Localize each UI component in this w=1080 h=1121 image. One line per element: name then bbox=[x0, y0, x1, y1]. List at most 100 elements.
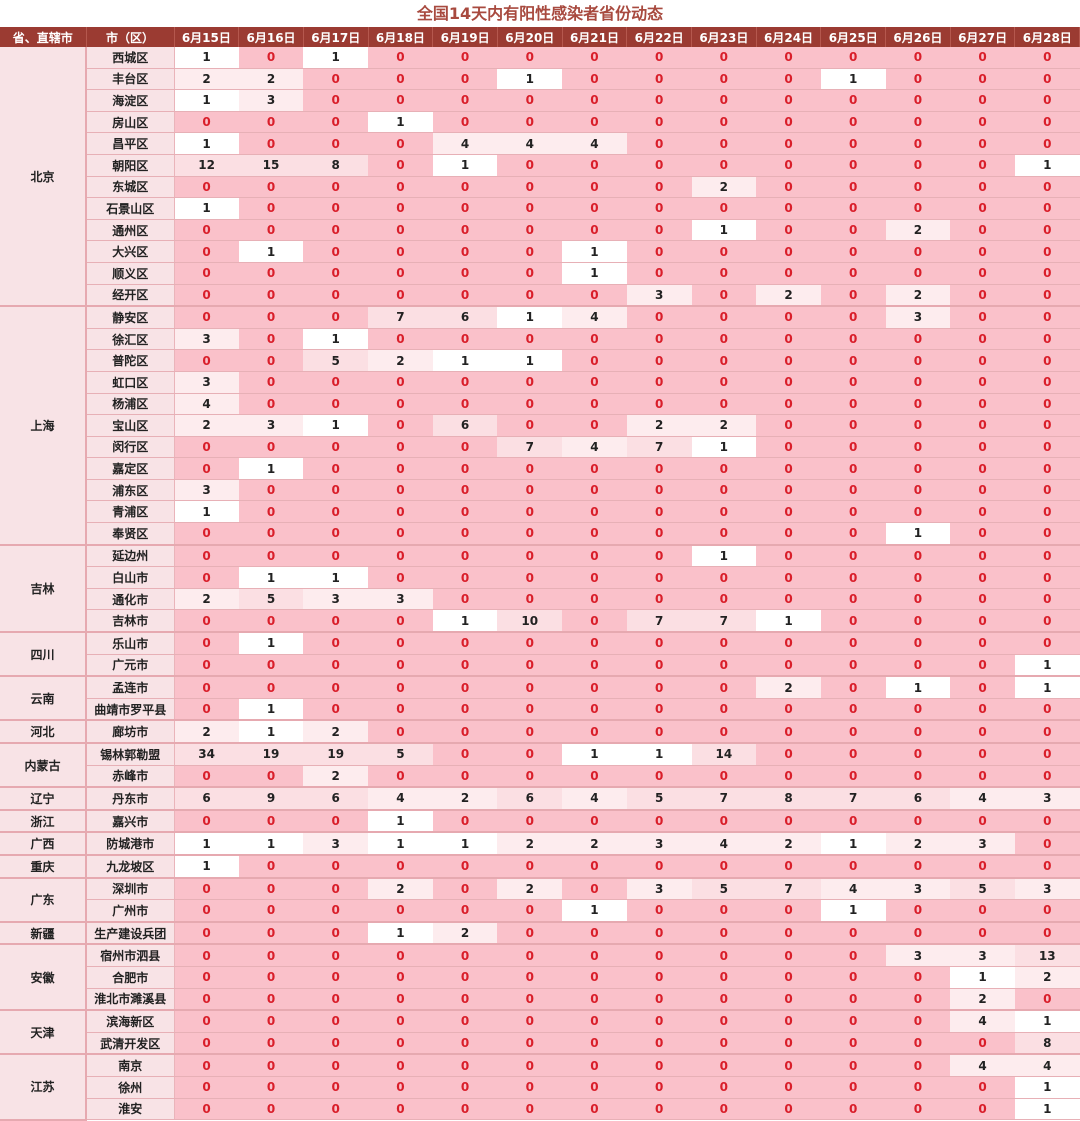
value-cell: 0 bbox=[497, 284, 563, 307]
value-cell: 0 bbox=[562, 1053, 627, 1077]
value-cell: 0 bbox=[368, 654, 433, 677]
value-cell: 0 bbox=[626, 500, 692, 524]
value-cell: 0 bbox=[238, 219, 304, 242]
city-cell: 广元市 bbox=[86, 654, 175, 677]
value-cell: 0 bbox=[626, 698, 692, 721]
value-cell: 0 bbox=[885, 371, 951, 394]
value-cell: 0 bbox=[691, 197, 757, 220]
value-cell: 0 bbox=[497, 719, 563, 744]
value-cell: 0 bbox=[885, 328, 951, 351]
value-cell: 2 bbox=[950, 988, 1015, 1011]
value-cell: 0 bbox=[885, 966, 951, 989]
value-cell: 0 bbox=[885, 631, 951, 655]
city-cell: 宝山区 bbox=[86, 414, 175, 437]
value-cell: 0 bbox=[238, 1053, 304, 1077]
value-cell: 7 bbox=[497, 436, 563, 459]
value-cell: 0 bbox=[562, 675, 627, 699]
value-cell: 0 bbox=[238, 1009, 304, 1033]
value-cell: 0 bbox=[303, 305, 369, 329]
value-cell: 1 bbox=[562, 899, 627, 923]
value-cell: 0 bbox=[1014, 808, 1080, 833]
value-cell: 0 bbox=[691, 808, 757, 833]
value-cell: 0 bbox=[820, 719, 886, 744]
value-cell: 0 bbox=[368, 719, 433, 744]
value-cell: 0 bbox=[626, 393, 692, 416]
value-cell: 0 bbox=[885, 698, 951, 721]
value-cell: 0 bbox=[238, 899, 304, 923]
value-cell: 0 bbox=[303, 609, 369, 633]
value-cell: 0 bbox=[820, 500, 886, 524]
value-cell: 5 bbox=[238, 588, 304, 611]
value-cell: 0 bbox=[756, 111, 821, 134]
value-cell: 0 bbox=[562, 479, 627, 502]
value-cell: 0 bbox=[432, 853, 498, 879]
value-cell: 0 bbox=[238, 393, 304, 416]
value-cell: 0 bbox=[368, 328, 433, 351]
value-cell: 0 bbox=[497, 219, 563, 242]
table-row: 吉林市 0 0 0 0 1 10 0 7 7 1 0 0 0 0 bbox=[0, 609, 1080, 633]
value-cell: 0 bbox=[950, 698, 1015, 721]
value-cell: 19 bbox=[303, 741, 369, 766]
province-cell: 吉林 bbox=[0, 543, 87, 634]
table-row: 房山区 0 0 0 1 0 0 0 0 0 0 0 0 0 0 bbox=[0, 111, 1080, 134]
value-cell: 0 bbox=[174, 262, 239, 285]
city-cell: 生产建设兵团 bbox=[86, 920, 175, 945]
value-cell: 0 bbox=[432, 719, 498, 744]
value-cell: 0 bbox=[432, 393, 498, 416]
value-cell: 0 bbox=[238, 305, 304, 329]
value-cell: 0 bbox=[885, 262, 951, 285]
value-cell: 0 bbox=[562, 349, 627, 372]
value-cell: 5 bbox=[691, 876, 757, 901]
value-cell: 0 bbox=[303, 1053, 369, 1077]
value-cell: 0 bbox=[238, 284, 304, 307]
value-cell: 1 bbox=[562, 240, 627, 263]
value-cell: 0 bbox=[174, 966, 239, 989]
value-cell: 0 bbox=[497, 631, 563, 655]
value-cell: 1 bbox=[174, 89, 239, 112]
value-cell: 0 bbox=[626, 719, 692, 744]
value-cell: 0 bbox=[691, 943, 757, 967]
value-cell: 0 bbox=[432, 89, 498, 112]
value-cell: 0 bbox=[950, 479, 1015, 502]
value-cell: 2 bbox=[1014, 966, 1080, 989]
value-cell: 0 bbox=[497, 943, 563, 967]
value-cell: 0 bbox=[303, 436, 369, 459]
value-cell: 0 bbox=[1014, 111, 1080, 134]
value-cell: 0 bbox=[368, 899, 433, 923]
value-cell: 0 bbox=[756, 1098, 821, 1121]
value-cell: 0 bbox=[238, 111, 304, 134]
value-cell: 0 bbox=[626, 1098, 692, 1121]
value-cell: 0 bbox=[562, 89, 627, 112]
value-cell: 1 bbox=[1014, 1098, 1080, 1121]
value-cell: 0 bbox=[303, 522, 369, 546]
header-date: 6月17日 bbox=[303, 27, 369, 47]
value-cell: 19 bbox=[238, 741, 304, 766]
value-cell: 0 bbox=[238, 675, 304, 699]
value-cell: 0 bbox=[950, 262, 1015, 285]
value-cell: 0 bbox=[368, 68, 433, 91]
value-cell: 0 bbox=[691, 899, 757, 923]
value-cell: 3 bbox=[303, 831, 369, 856]
city-cell: 丰台区 bbox=[86, 68, 175, 91]
value-cell: 0 bbox=[691, 920, 757, 945]
city-cell: 嘉定区 bbox=[86, 457, 175, 480]
value-cell: 7 bbox=[820, 786, 886, 811]
city-cell: 淮北市濉溪县 bbox=[86, 988, 175, 1011]
value-cell: 0 bbox=[432, 698, 498, 721]
value-cell: 1 bbox=[885, 675, 951, 699]
value-cell: 0 bbox=[303, 68, 369, 91]
value-cell: 1 bbox=[238, 831, 304, 856]
value-cell: 0 bbox=[885, 349, 951, 372]
value-cell: 1 bbox=[691, 219, 757, 242]
value-cell: 15 bbox=[238, 154, 304, 177]
value-cell: 0 bbox=[691, 500, 757, 524]
value-cell: 0 bbox=[626, 566, 692, 589]
value-cell: 0 bbox=[950, 436, 1015, 459]
city-cell: 静安区 bbox=[86, 305, 175, 329]
value-cell: 0 bbox=[756, 808, 821, 833]
value-cell: 0 bbox=[368, 609, 433, 633]
value-cell: 0 bbox=[368, 675, 433, 699]
value-cell: 1 bbox=[1014, 154, 1080, 177]
value-cell: 0 bbox=[497, 262, 563, 285]
value-cell: 0 bbox=[691, 566, 757, 589]
